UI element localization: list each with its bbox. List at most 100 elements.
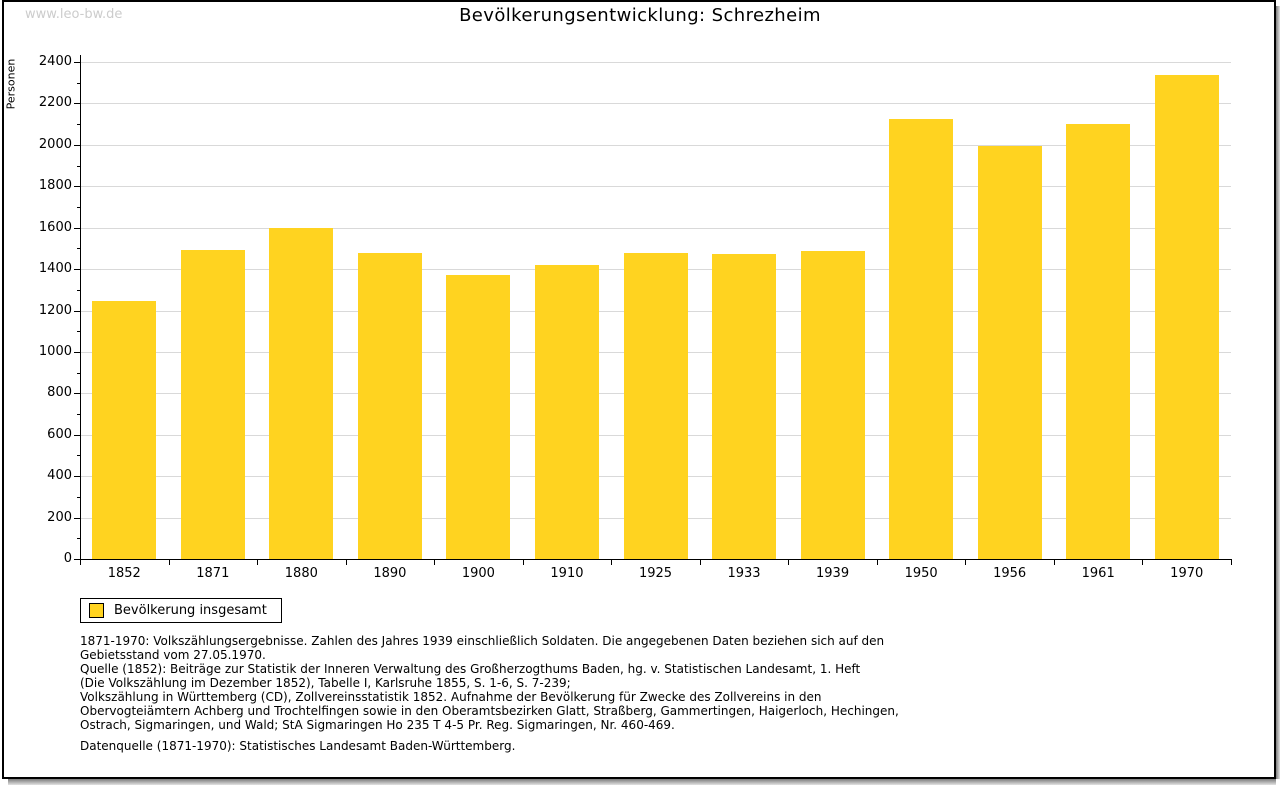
y-tick-1600 — [74, 227, 81, 229]
y-tick-2000 — [74, 144, 81, 146]
footnote-line-3: Quelle (1852): Beiträge zur Statistik de… — [80, 662, 861, 676]
bar-1900 — [446, 275, 511, 559]
x-tick-label-1852: 1852 — [107, 566, 141, 581]
y-tick-2200 — [74, 103, 81, 105]
y-axis-line — [80, 55, 81, 559]
footnote-line-7: Ostrach, Sigmaringen, und Wald; StA Sigm… — [80, 718, 675, 732]
y-tick-label-1000: 1000 — [38, 343, 72, 359]
y-tick-label-1400: 1400 — [38, 261, 72, 277]
bar-1871 — [180, 249, 245, 559]
gridline-2000 — [81, 144, 1231, 146]
gridline-2200 — [81, 103, 1231, 105]
frame-shadow-right — [1276, 6, 1280, 779]
gridline-1600 — [81, 227, 1231, 229]
y-tick-label-1600: 1600 — [38, 219, 72, 235]
x-tick-1 — [168, 560, 170, 565]
x-tick-label-1950: 1950 — [904, 566, 938, 581]
x-tick-11 — [1053, 560, 1055, 565]
y-tick-1200 — [74, 310, 81, 312]
y-tick-label-2400: 2400 — [38, 54, 72, 69]
y-tick-label-2200: 2200 — [38, 95, 72, 111]
x-tick-label-1933: 1933 — [727, 566, 761, 581]
y-tick-1400 — [74, 269, 81, 271]
x-tick-label-1880: 1880 — [284, 566, 318, 581]
footnote-line-2: Gebietsstand vom 27.05.1970. — [80, 648, 266, 662]
bar-1950 — [889, 119, 954, 559]
y-minor-tick-2300 — [77, 82, 81, 84]
bar-1961 — [1066, 124, 1131, 559]
y-tick-label-400: 400 — [47, 468, 72, 484]
y-tick-label-600: 600 — [47, 426, 72, 442]
x-tick-label-1900: 1900 — [461, 566, 495, 581]
y-tick-200 — [74, 517, 81, 519]
y-minor-tick-100 — [77, 538, 81, 540]
y-minor-tick-500 — [77, 455, 81, 457]
x-tick-label-1871: 1871 — [196, 566, 230, 581]
x-tick-12 — [1142, 560, 1144, 565]
x-tick-7 — [699, 560, 701, 565]
y-minor-tick-1100 — [77, 331, 81, 333]
x-tick-0 — [80, 560, 81, 565]
x-tick-10 — [965, 560, 967, 565]
watermark: www.leo-bw.de — [25, 7, 123, 22]
y-tick-label-1800: 1800 — [38, 178, 72, 194]
x-tick-4 — [434, 560, 436, 565]
gridline-2400 — [81, 62, 1231, 63]
footnote-line-1: 1871-1970: Volkszählungsergebnisse. Zahl… — [80, 634, 885, 648]
y-tick-400 — [74, 476, 81, 478]
x-tick-13 — [1231, 560, 1232, 565]
y-tick-0 — [74, 559, 81, 560]
bar-1925 — [623, 252, 688, 559]
y-tick-600 — [74, 434, 81, 436]
y-tick-1800 — [74, 186, 81, 188]
x-tick-label-1939: 1939 — [816, 566, 850, 581]
legend-label: Bevölkerung insgesamt — [114, 603, 267, 618]
bar-1933 — [712, 254, 777, 559]
footnote-lines: 1871-1970: Volkszählungsergebnisse. Zahl… — [80, 634, 899, 732]
y-tick-label-200: 200 — [47, 509, 72, 525]
bar-1890 — [357, 252, 422, 559]
y-tick-2400 — [74, 62, 81, 63]
bar-1939 — [800, 251, 865, 559]
x-tick-3 — [345, 560, 347, 565]
y-minor-tick-2100 — [77, 124, 81, 126]
y-minor-tick-1300 — [77, 289, 81, 291]
x-tick-5 — [522, 560, 524, 565]
y-tick-label-800: 800 — [47, 385, 72, 401]
y-minor-tick-700 — [77, 414, 81, 416]
datasource-line: Datenquelle (1871-1970): Statistisches L… — [80, 739, 516, 753]
y-tick-label-1200: 1200 — [38, 302, 72, 318]
bar-1970 — [1154, 75, 1219, 559]
y-minor-tick-300 — [77, 496, 81, 498]
y-minor-tick-1900 — [77, 165, 81, 167]
y-minor-tick-1700 — [77, 206, 81, 208]
bar-1910 — [534, 264, 599, 559]
y-tick-label-2000: 2000 — [38, 136, 72, 152]
x-tick-label-1961: 1961 — [1081, 566, 1115, 581]
bar-1852 — [92, 301, 157, 559]
legend-swatch-icon — [89, 603, 104, 618]
x-tick-label-1910: 1910 — [550, 566, 584, 581]
x-tick-label-1956: 1956 — [993, 566, 1027, 581]
x-tick-label-1890: 1890 — [373, 566, 407, 581]
x-axis-line — [80, 559, 1232, 560]
x-tick-6 — [611, 560, 613, 565]
footnotes: 1871-1970: Volkszählungsergebnisse. Zahl… — [80, 634, 899, 753]
bar-1880 — [269, 227, 334, 559]
frame-shadow-bottom — [8, 779, 1276, 785]
legend-box: Bevölkerung insgesamt — [80, 598, 282, 623]
gridline-1800 — [81, 186, 1231, 188]
plot-area — [80, 62, 1231, 559]
x-tick-label-1970: 1970 — [1170, 566, 1204, 581]
y-minor-tick-1500 — [77, 248, 81, 250]
y-tick-1000 — [74, 351, 81, 353]
footnote-line-6: Obervogteiämtern Achberg und Trochtelfin… — [80, 704, 899, 718]
x-tick-8 — [788, 560, 790, 565]
chart-title: Bevölkerungsentwicklung: Schrezheim — [459, 5, 821, 26]
x-tick-2 — [257, 560, 259, 565]
footnote-line-4: (Die Volkszählung im Dezember 1852), Tab… — [80, 676, 571, 690]
x-tick-label-1925: 1925 — [638, 566, 673, 581]
bar-1956 — [977, 146, 1042, 559]
footnote-line-5: Volkszählung in Württemberg (CD), Zollve… — [80, 690, 822, 704]
y-tick-label-0: 0 — [63, 551, 72, 566]
